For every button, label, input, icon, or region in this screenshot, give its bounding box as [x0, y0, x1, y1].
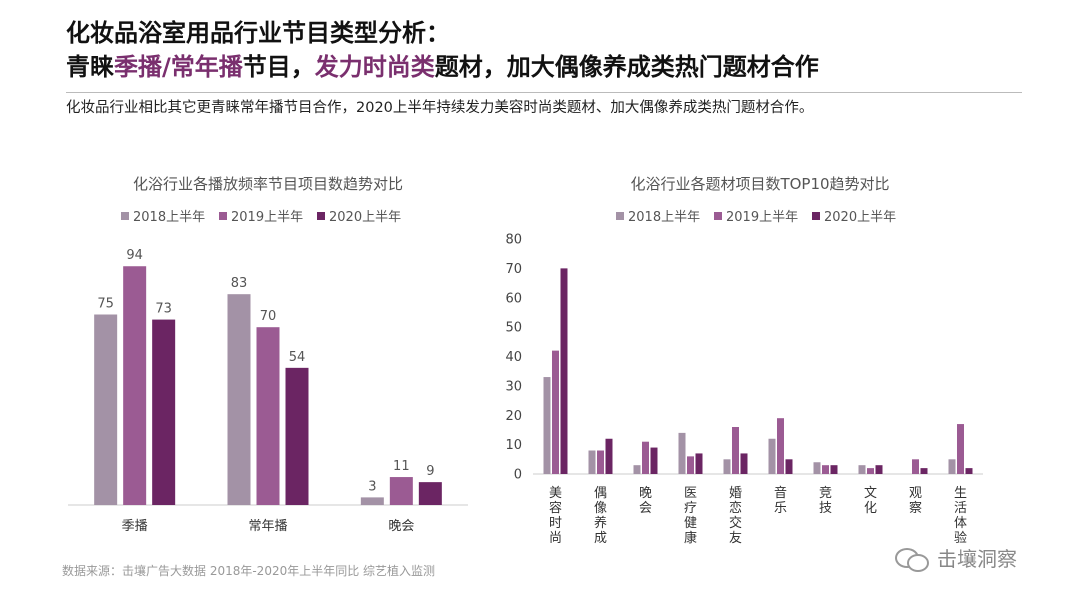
- watermark: 击壤洞察: [895, 543, 1017, 572]
- legend-swatch: [317, 212, 325, 220]
- watermark-text: 击壤洞察: [937, 547, 1017, 571]
- category-label: 常年播: [248, 519, 287, 534]
- y-tick-label: 10: [505, 438, 522, 453]
- bar: [588, 450, 596, 474]
- bar: [285, 367, 309, 505]
- wechat-icon: [895, 546, 929, 572]
- bar: [256, 327, 280, 505]
- data-label: 54: [289, 350, 306, 365]
- bar: [740, 453, 748, 474]
- bar: [360, 497, 384, 505]
- bar: [94, 314, 118, 505]
- bar: [858, 465, 866, 474]
- bar: [948, 459, 956, 474]
- title-divider: [66, 92, 1022, 93]
- bar: [552, 350, 559, 474]
- legend-label: 2020上半年: [824, 210, 896, 225]
- frequency-chart: 化浴行业各播放频率节目项目数趋势对比 2018上半年 2019上半年 2020上半年 7…: [68, 175, 468, 534]
- bar: [650, 447, 658, 474]
- bar: [123, 266, 147, 505]
- legend-label: 2018上半年: [628, 210, 700, 225]
- bar: [642, 441, 649, 474]
- y-tick-label: 0: [514, 468, 522, 483]
- data-label: 3: [368, 479, 376, 494]
- category-label: 季播: [122, 519, 148, 534]
- bar: [867, 468, 874, 474]
- legend-swatch: [714, 212, 722, 220]
- legend-swatch: [616, 212, 624, 220]
- category-label: 晚会: [639, 486, 652, 516]
- chart-title: 化浴行业各播放频率节目项目数趋势对比: [133, 175, 403, 193]
- bar: [777, 418, 784, 474]
- bar: [389, 477, 413, 505]
- bar: [768, 438, 776, 474]
- y-tick-label: 80: [505, 233, 522, 248]
- data-label: 75: [97, 297, 114, 312]
- data-label: 11: [393, 459, 410, 474]
- bar: [732, 427, 739, 474]
- page-title: 化妆品浴室用品行业节目类型分析： 青睐季播/常年播节目，发力时尚类题材，加大偶像…: [66, 16, 819, 84]
- data-label: 70: [260, 309, 277, 324]
- y-tick-label: 20: [505, 409, 522, 424]
- y-tick-label: 30: [505, 379, 522, 394]
- y-tick-label: 40: [505, 350, 522, 365]
- bar: [633, 465, 641, 474]
- title-highlight-fashion: 发力时尚类: [314, 53, 435, 81]
- category-label: 医疗健康: [684, 486, 697, 546]
- genre-chart: 化浴行业各题材项目数TOP10趋势对比 2018上半年 2019上半年 2020上半年…: [505, 175, 983, 546]
- bar: [822, 465, 829, 474]
- bar: [723, 459, 731, 474]
- y-tick-label: 70: [505, 262, 522, 277]
- bar: [227, 294, 251, 505]
- bar: [605, 438, 613, 474]
- legend-label: 2019上半年: [726, 210, 798, 225]
- page-subtitle: 化妆品行业相比其它更青睐常年播节目合作，2020上半年持续发力美容时尚类题材、加…: [66, 100, 814, 116]
- data-source-note: 数据来源：击壤广告大数据 2018年-2020年上半年同比 综艺植入监测: [62, 564, 436, 578]
- bar: [152, 319, 176, 505]
- title-line-1: 化妆品浴室用品行业节目类型分析：: [66, 19, 450, 47]
- bar: [785, 459, 793, 474]
- title-line-2: 青睐季播/常年播节目，发力时尚类题材，加大偶像养成类热门题材合作: [66, 53, 819, 81]
- legend-swatch: [121, 212, 129, 220]
- bar: [687, 456, 694, 474]
- category-label: 美容时尚: [549, 486, 562, 546]
- data-label: 83: [231, 276, 248, 291]
- category-label: 婚恋交友: [729, 486, 742, 546]
- bar: [912, 459, 919, 474]
- data-label: 94: [126, 248, 143, 263]
- bar: [695, 453, 703, 474]
- data-label: 9: [426, 464, 434, 479]
- legend-swatch: [219, 212, 227, 220]
- data-label: 73: [155, 302, 172, 317]
- category-label: 音乐: [774, 485, 787, 516]
- chart-title: 化浴行业各题材项目数TOP10趋势对比: [630, 175, 889, 193]
- category-label: 晚会: [388, 519, 414, 534]
- bar: [920, 468, 928, 474]
- legend-label: 2020上半年: [329, 210, 401, 225]
- bar: [830, 465, 838, 474]
- bar: [543, 377, 551, 474]
- y-tick-label: 60: [505, 291, 522, 306]
- bar: [418, 482, 442, 505]
- bar: [678, 432, 686, 474]
- category-label: 竞技: [819, 485, 832, 516]
- category-label: 生活体验: [954, 486, 967, 546]
- bar: [560, 268, 568, 474]
- bar: [957, 424, 964, 474]
- y-tick-label: 50: [505, 321, 522, 336]
- legend-label: 2018上半年: [133, 210, 205, 225]
- category-label: 文化: [864, 486, 877, 516]
- bar: [813, 462, 821, 474]
- category-label: 观察: [909, 486, 922, 516]
- title-highlight-frequency: 季播/常年播: [114, 53, 243, 81]
- bar: [965, 468, 973, 474]
- bar: [597, 450, 604, 474]
- category-label: 偶像养成: [594, 486, 607, 546]
- legend-swatch: [812, 212, 820, 220]
- legend-label: 2019上半年: [231, 210, 303, 225]
- bar: [875, 465, 883, 474]
